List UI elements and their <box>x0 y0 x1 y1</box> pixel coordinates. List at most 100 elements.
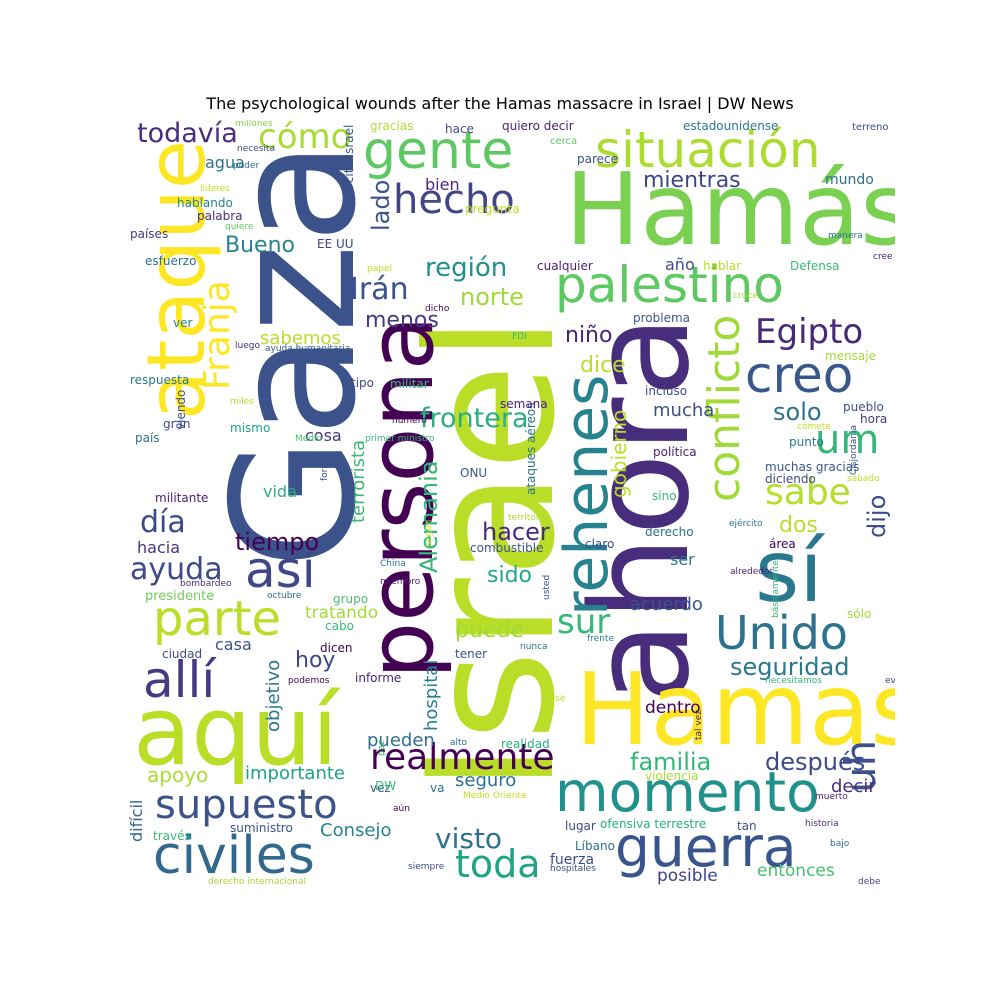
word-cloud-word: parte <box>153 591 281 647</box>
word-cloud-word: hora <box>860 412 888 426</box>
word-cloud-word: terrorista <box>348 439 369 523</box>
word-cloud-word: ONU <box>460 466 488 480</box>
word-cloud-word: acuerdo <box>630 594 703 615</box>
word-cloud-word: palabra <box>197 209 243 223</box>
word-cloud-word: gobierno <box>607 409 631 498</box>
word-cloud-word: dos <box>779 513 818 538</box>
word-cloud-word: octubre <box>267 591 302 601</box>
word-cloud-word: niño <box>565 323 613 348</box>
word-cloud-word: supuesto <box>155 782 338 828</box>
word-cloud-word: tipo <box>351 376 374 390</box>
word-cloud-word: Hamas <box>575 651 895 768</box>
word-cloud-word: gente <box>363 121 514 181</box>
word-cloud-word: muchas gracias <box>765 460 860 474</box>
word-cloud-word: ofensiva terrestre <box>600 817 707 831</box>
word-cloud-word: según <box>424 519 434 547</box>
word-cloud-word: alrededor <box>730 567 774 577</box>
word-cloud-word: cosa <box>305 426 342 445</box>
word-cloud-word: norte <box>460 283 524 311</box>
word-cloud-word: realidad <box>501 737 550 751</box>
figure-title: The psychological wounds after the Hamas… <box>206 94 794 113</box>
word-cloud-word: tener <box>455 647 488 661</box>
word-cloud-word: países <box>130 227 169 241</box>
word-cloud-word: Egipto <box>755 312 864 352</box>
word-cloud-word: manera <box>828 231 863 241</box>
word-cloud-word: día <box>140 505 186 540</box>
word-cloud: Israel Gaza ahora Hamás Hamas aquí persona ataq… <box>125 120 895 890</box>
word-cloud-word: miles <box>230 397 254 407</box>
word-cloud-word: presidente <box>145 589 215 604</box>
word-cloud-word: mismo <box>230 421 271 435</box>
word-cloud-word: gracias <box>370 120 414 133</box>
word-cloud-word: cerca <box>550 136 578 147</box>
word-cloud-word: hospital <box>421 659 442 731</box>
word-cloud-word: tiempo <box>235 528 320 556</box>
word-cloud-word: sólo <box>847 607 872 621</box>
word-cloud-word: quiere <box>225 222 254 232</box>
word-cloud-word: militar <box>390 377 429 391</box>
word-cloud-word: ayuda humanitaria <box>265 344 351 354</box>
word-cloud-word: paz <box>377 740 387 756</box>
word-cloud-word: cree <box>873 252 893 262</box>
word-cloud-word: importante <box>245 763 346 784</box>
word-cloud-word: hacia <box>137 538 180 557</box>
word-cloud-word: va <box>430 781 445 795</box>
word-cloud-word: luego <box>235 341 260 351</box>
word-cloud-word: ejército <box>729 519 763 529</box>
word-cloud-word: seguridad <box>730 653 850 681</box>
word-cloud-word: posible <box>657 866 718 886</box>
word-cloud-word: cruce <box>733 291 758 301</box>
word-cloud-word: muerto <box>815 792 848 802</box>
word-cloud-word: dentro <box>645 698 701 718</box>
word-cloud-word: hacer <box>482 518 550 546</box>
word-cloud-word: entonces <box>757 861 835 881</box>
word-cloud-word: fuerza <box>550 852 595 868</box>
word-cloud-word: evitar <box>885 676 895 686</box>
word-cloud-word: difícil <box>127 799 146 842</box>
word-cloud-word: Alemania <box>415 460 443 573</box>
word-cloud-word: bajo <box>830 839 850 849</box>
word-cloud-word: territorio <box>508 513 548 523</box>
word-cloud-word: informe <box>355 671 402 685</box>
word-cloud-word: hoy <box>295 648 336 673</box>
word-cloud-word: Medio Oriente <box>463 791 527 801</box>
word-cloud-word: China <box>380 559 406 569</box>
word-cloud-word: país <box>135 431 160 445</box>
word-cloud-word: primer ministro <box>365 434 435 444</box>
word-cloud-word: ejército Israel <box>342 124 356 206</box>
word-cloud-word: respuesta <box>130 373 190 387</box>
word-cloud-word: seguro <box>455 770 517 791</box>
word-cloud-word: casa <box>215 635 252 654</box>
word-cloud-word: estadounidense <box>683 120 779 133</box>
word-cloud-word: familia <box>630 748 712 776</box>
word-cloud-word: todavía <box>137 120 238 149</box>
word-cloud-word: vida <box>263 482 297 501</box>
word-cloud-word: quiero decir <box>502 120 574 133</box>
word-cloud-word: hablar <box>703 259 742 273</box>
word-cloud-word: región <box>425 253 508 283</box>
word-cloud-word: allí <box>143 651 216 709</box>
word-cloud-word: área <box>769 537 796 551</box>
word-cloud-word: cómo <box>258 120 352 157</box>
word-cloud-word: tal vez <box>694 710 704 740</box>
word-cloud-word: derecho internacional <box>208 877 307 887</box>
word-cloud-word: objetivo <box>263 659 284 732</box>
word-cloud-word: puede <box>455 618 524 643</box>
word-cloud-word: grupo <box>333 592 369 606</box>
word-cloud-word: dijo <box>863 494 891 538</box>
word-cloud-word: semana <box>500 397 548 411</box>
word-cloud-word: lugar <box>565 819 596 833</box>
word-cloud-word: Defensa <box>790 259 840 273</box>
word-cloud-word: Hamás <box>565 151 895 268</box>
word-cloud-word: hecho <box>393 177 515 223</box>
word-cloud-word: sido <box>487 563 532 588</box>
word-cloud-word: momento <box>555 760 820 824</box>
word-cloud-word: después <box>765 748 866 776</box>
word-cloud-word: decir <box>831 776 876 797</box>
word-cloud-word: política <box>653 445 697 459</box>
word-cloud-word: líderes <box>200 184 230 194</box>
word-cloud-word: cómete <box>797 422 831 432</box>
word-cloud-word: Franja <box>197 280 238 390</box>
word-cloud-word: necesita <box>237 144 275 154</box>
word-cloud-word: suministro <box>230 821 293 835</box>
